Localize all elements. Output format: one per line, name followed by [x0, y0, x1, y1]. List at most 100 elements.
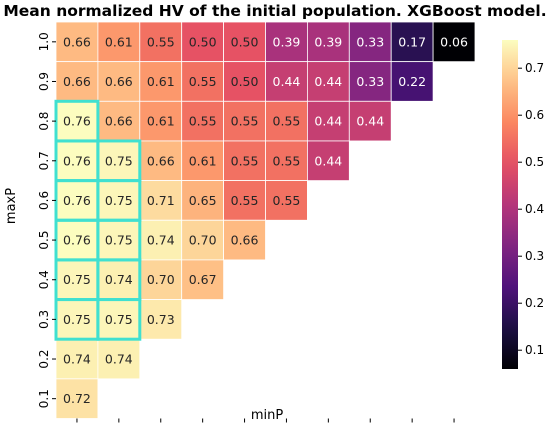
heatmap-cell: [265, 21, 308, 63]
cell-value-label: 0.39: [273, 34, 301, 49]
colorbar-tick-label: 0.2: [525, 296, 544, 310]
y-tick-label: 0.5: [37, 231, 51, 250]
heatmap-cell: [265, 180, 308, 221]
heatmap-cell: [97, 100, 141, 142]
cell-value-label: 0.66: [147, 153, 175, 168]
heatmap-cell: [306, 21, 350, 63]
colorbar-tick-label: 0.1: [525, 343, 544, 357]
heatmap-cell: [348, 21, 392, 63]
heatmap-cell: [223, 140, 266, 181]
cell-value-label: 0.66: [63, 74, 91, 89]
x-axis-ticks: 0.00.10.20.30.40.50.60.70.80.9: [76, 418, 455, 423]
cell-value-label: 0.66: [105, 114, 133, 129]
cell-value-label: 0.22: [398, 74, 426, 89]
cell-value-label: 0.44: [314, 153, 342, 168]
heatmap-cell: [265, 140, 308, 181]
cell-value-label: 0.44: [356, 114, 384, 129]
heatmap-cell: [306, 140, 350, 181]
heatmap-cell: [306, 100, 350, 142]
heatmap-cell: [55, 338, 99, 380]
cell-value-label: 0.75: [105, 233, 133, 248]
heatmap-cell: [223, 61, 266, 102]
y-tick-label: 0.9: [37, 72, 51, 91]
cell-value-label: 0.65: [189, 193, 217, 208]
cell-value-label: 0.06: [440, 34, 468, 49]
colorbar-tick-label: 0.5: [525, 155, 544, 169]
cell-value-label: 0.50: [189, 34, 217, 49]
heatmap-cell: [223, 219, 266, 261]
heatmap-cell: [97, 338, 141, 380]
heatmap-cell: [223, 180, 266, 221]
cell-value-label: 0.67: [189, 272, 217, 287]
heatmap-cell: [390, 21, 434, 63]
cell-value-label: 0.50: [231, 34, 259, 49]
heatmap-cell: [55, 180, 99, 221]
cell-value-label: 0.33: [356, 74, 384, 89]
y-tick-label: 0.2: [37, 349, 51, 368]
y-tick-label: 0.1: [37, 389, 51, 408]
cell-value-label: 0.74: [105, 272, 133, 287]
cell-value-label: 0.55: [189, 74, 217, 89]
cell-value-label: 0.39: [314, 34, 342, 49]
cell-value-label: 0.44: [314, 114, 342, 129]
y-tick-label: 0.3: [37, 310, 51, 329]
heatmap-cell: [55, 259, 99, 300]
cell-value-label: 0.66: [231, 233, 259, 248]
heatmap-cell: [97, 61, 141, 102]
heatmap-cell: [265, 61, 308, 102]
cell-value-label: 0.73: [147, 312, 175, 327]
heatmap-cell: [181, 61, 224, 102]
cell-value-label: 0.55: [231, 114, 259, 129]
cell-value-label: 0.33: [356, 34, 384, 49]
heatmap-cell: [139, 21, 183, 63]
heatmap-cell: [265, 100, 308, 142]
highlight-box: [96, 298, 142, 341]
cell-value-label: 0.74: [105, 352, 133, 367]
heatmap-cell: [348, 61, 392, 102]
heatmap-cell: [139, 259, 183, 300]
cell-value-label: 0.74: [147, 233, 175, 248]
y-tick-label: 0.6: [37, 191, 51, 210]
cell-value-label: 0.61: [105, 34, 133, 49]
cell-value-label: 0.75: [63, 272, 91, 287]
cell-value-label: 0.71: [147, 193, 175, 208]
cell-value-label: 0.76: [63, 193, 91, 208]
colorbar-tick-label: 0.7: [525, 61, 544, 75]
heatmap-cell: [223, 21, 266, 63]
y-tick-label: 0.8: [37, 112, 51, 131]
cell-value-label: 0.76: [63, 233, 91, 248]
cell-value-label: 0.55: [231, 153, 259, 168]
colorbar-gradient: [502, 40, 518, 369]
heatmap-cell: [223, 100, 266, 142]
heatmap-cell: [139, 219, 183, 261]
cell-value-label: 0.76: [63, 153, 91, 168]
heatmap-cell: [139, 180, 183, 221]
cell-value-label: 0.75: [63, 312, 91, 327]
y-axis-ticks: 1.0 0.9 0.8 0.7 0.6 0.5 0.4 0.3 0.2 0.1: [37, 32, 56, 408]
cell-value-label: 0.66: [63, 34, 91, 49]
heatmap-cell: [306, 61, 350, 102]
y-tick-label: 1.0: [37, 32, 51, 51]
cell-value-label: 0.75: [105, 193, 133, 208]
colorbar-tick-label: 0.3: [525, 249, 544, 263]
cell-value-label: 0.74: [63, 352, 91, 367]
cell-value-label: 0.72: [63, 391, 91, 406]
heatmap-cell: [348, 100, 392, 142]
cell-value-label: 0.55: [147, 34, 175, 49]
y-tick-label: 0.4: [37, 270, 51, 289]
colorbar-tick-label: 0.6: [525, 108, 544, 122]
heatmap-cell: [55, 140, 99, 181]
heatmap-cell: [181, 219, 224, 261]
cell-value-label: 0.61: [147, 74, 175, 89]
cell-value-label: 0.61: [147, 114, 175, 129]
heatmap-cell: [139, 61, 183, 102]
heatmap-cell: [390, 61, 434, 102]
heatmap-cell: [432, 21, 476, 63]
cell-value-label: 0.76: [63, 114, 91, 129]
cell-value-label: 0.55: [273, 153, 301, 168]
cell-value-label: 0.70: [147, 272, 175, 287]
cell-value-label: 0.61: [189, 153, 217, 168]
heatmap-cell: [181, 259, 224, 300]
cell-value-label: 0.75: [105, 312, 133, 327]
